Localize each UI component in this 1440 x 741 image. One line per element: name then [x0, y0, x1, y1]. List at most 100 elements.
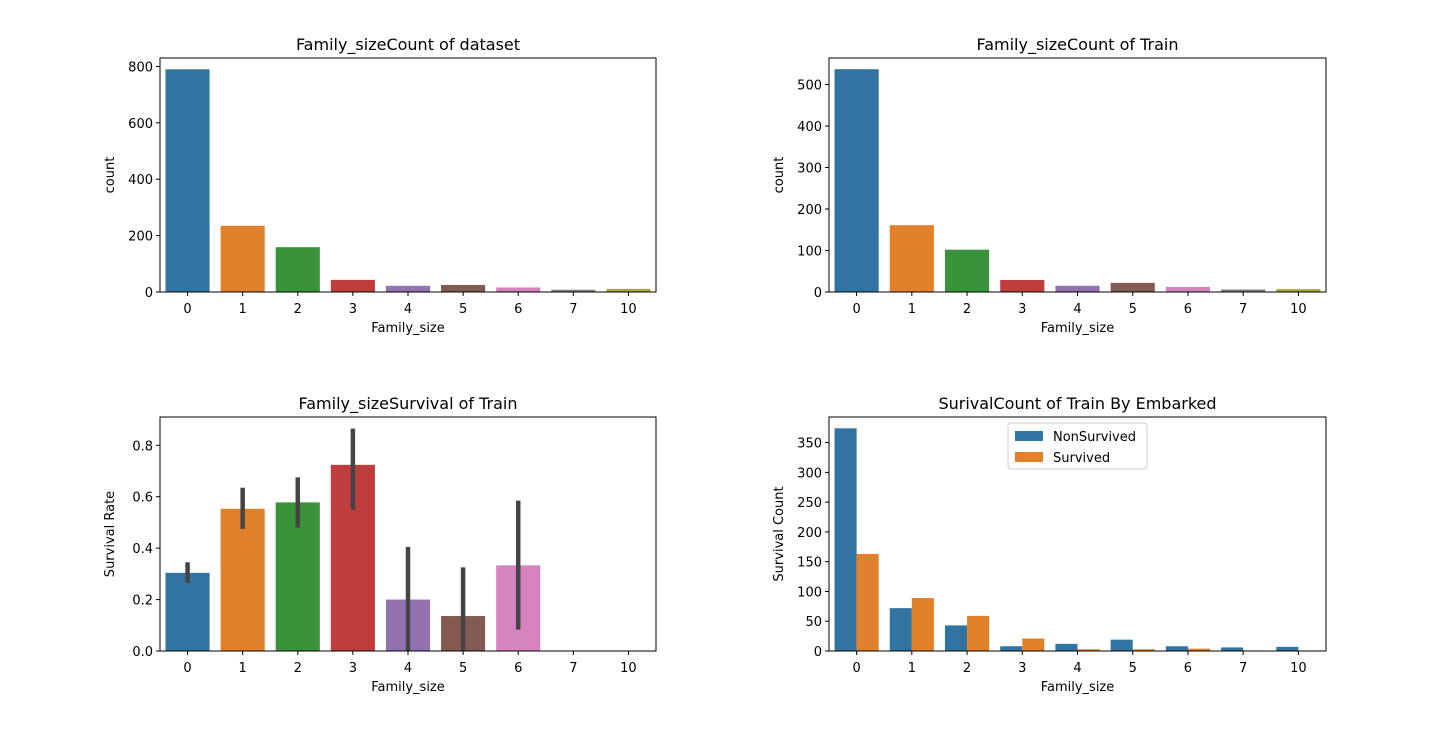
- bar-2: [944, 249, 990, 292]
- y-tick-label: 200: [128, 230, 153, 245]
- y-axis-label: count: [772, 157, 787, 194]
- y-axis-label: Survival Count: [772, 486, 787, 581]
- legend: NonSurvived Survived: [1007, 422, 1148, 470]
- legend-label: NonSurvived: [1053, 430, 1136, 445]
- x-tick-label: 2: [963, 302, 971, 317]
- x-tick-label: 2: [294, 661, 302, 676]
- y-tick-label: 0: [814, 645, 822, 660]
- y-axis-label: count: [103, 157, 118, 194]
- chart-title: Family_sizeCount of Train: [976, 35, 1178, 55]
- chart-4: 0 1 2 3 4 5 6 7 10050100150200250300350SurivalCo…: [772, 394, 1327, 695]
- y-tick-label: 500: [797, 79, 822, 94]
- x-tick-label: 3: [349, 302, 357, 317]
- y-tick-label: 0.0: [132, 645, 153, 660]
- x-tick-label: 7: [569, 661, 577, 676]
- x-tick-label: 5: [459, 661, 467, 676]
- bar-nonsurvived-7: [1221, 647, 1244, 651]
- bar-survived-0: [856, 553, 879, 651]
- x-axis-label: Family_size: [371, 680, 445, 695]
- y-tick-label: 400: [128, 173, 153, 188]
- bar-5: [441, 284, 486, 292]
- bar-0: [834, 69, 879, 293]
- x-tick-label: 7: [569, 302, 577, 317]
- bar-nonsurvived-1: [889, 608, 912, 651]
- y-tick-label: 0.6: [132, 491, 153, 506]
- bar-2: [275, 247, 320, 292]
- x-tick-label: 7: [1239, 661, 1247, 676]
- bar-nonsurvived-4: [1055, 643, 1078, 651]
- bar-6: [496, 287, 541, 292]
- x-tick-label: 0: [183, 661, 191, 676]
- y-axis-label: Survival Rate: [103, 491, 118, 577]
- x-axis-label: Family_size: [1041, 680, 1115, 695]
- y-tick-label: 800: [128, 60, 153, 75]
- bar-10: [606, 288, 651, 292]
- bar-5: [1110, 282, 1155, 292]
- chart-title: Family_sizeSurvival of Train: [299, 394, 518, 414]
- bar-7: [551, 289, 596, 292]
- x-tick-label: 4: [404, 661, 412, 676]
- bar-3: [1000, 279, 1045, 292]
- y-tick-label: 0.4: [132, 542, 153, 557]
- x-tick-label: 10: [1290, 661, 1307, 676]
- x-tick-label: 4: [1073, 661, 1081, 676]
- bar-4: [1055, 285, 1100, 292]
- x-tick-label: 0: [183, 302, 191, 317]
- bar-4: [385, 285, 431, 292]
- bar-7: [1221, 289, 1266, 292]
- x-tick-label: 3: [1018, 302, 1026, 317]
- x-axis-label: Family_size: [371, 321, 445, 336]
- x-tick-label: 4: [404, 302, 412, 317]
- bar-1: [220, 225, 265, 292]
- chart-title: SurivalCount of Train By Embarked: [938, 394, 1216, 413]
- legend-swatch-survived: [1015, 452, 1043, 462]
- x-tick-label: 6: [514, 661, 522, 676]
- bar-survived-5: [1132, 649, 1155, 651]
- bar-nonsurvived-6: [1165, 646, 1188, 651]
- bar-nonsurvived-0: [834, 428, 857, 651]
- y-tick-label: 250: [797, 496, 822, 511]
- y-tick-label: 300: [797, 162, 822, 177]
- x-tick-label: 1: [908, 302, 916, 317]
- y-tick-label: 0.8: [132, 439, 153, 454]
- y-tick-label: 50: [805, 615, 822, 630]
- x-tick-label: 6: [1184, 302, 1192, 317]
- y-tick-label: 200: [797, 203, 822, 218]
- bar-nonsurvived-2: [944, 625, 968, 651]
- chart-2: 0 1 2 3 4 5 6 7 100100200300400500Family_sizeCou…: [772, 35, 1327, 336]
- chart-3: 0 1 2 3 4 5 6 7 100.00.20.40.60.8Family_sizeSurv…: [103, 394, 657, 695]
- x-tick-label: 1: [239, 302, 247, 317]
- y-tick-label: 0.2: [132, 594, 153, 609]
- y-tick-label: 400: [797, 120, 822, 135]
- x-tick-label: 5: [459, 302, 467, 317]
- x-tick-label: 5: [1129, 661, 1137, 676]
- legend-swatch-nonsurvived: [1015, 431, 1043, 441]
- bar-survived-3: [1022, 638, 1045, 651]
- x-tick-label: 10: [620, 661, 637, 676]
- bar-1: [889, 225, 934, 292]
- chart-title: Family_sizeCount of dataset: [296, 35, 520, 55]
- x-tick-label: 6: [514, 302, 522, 317]
- x-tick-label: 6: [1184, 661, 1192, 676]
- bar-6: [1165, 287, 1211, 292]
- bar-1: [220, 508, 265, 651]
- bar-0: [165, 572, 210, 651]
- x-tick-label: 5: [1129, 302, 1137, 317]
- x-axis-label: Family_size: [1041, 321, 1115, 336]
- x-tick-label: 2: [963, 661, 971, 676]
- x-tick-label: 4: [1073, 302, 1081, 317]
- y-tick-label: 100: [797, 585, 822, 600]
- bar-nonsurvived-10: [1276, 646, 1299, 651]
- bar-10: [1276, 289, 1321, 292]
- y-tick-label: 0: [145, 286, 153, 301]
- chart-1: 0 1 2 3 4 5 6 7 10 0 200 400 600 800 Family_sizeCount …: [103, 35, 657, 336]
- bar-nonsurvived-5: [1110, 639, 1133, 651]
- bar-survived-2: [967, 615, 990, 651]
- bar-3: [330, 279, 375, 292]
- x-tick-label: 0: [852, 302, 860, 317]
- legend-label: Survived: [1053, 451, 1110, 466]
- y-tick-label: 200: [797, 526, 822, 541]
- y-tick-label: 600: [128, 117, 153, 132]
- y-tick-label: 0: [814, 286, 822, 301]
- y-tick-label: 300: [797, 466, 822, 481]
